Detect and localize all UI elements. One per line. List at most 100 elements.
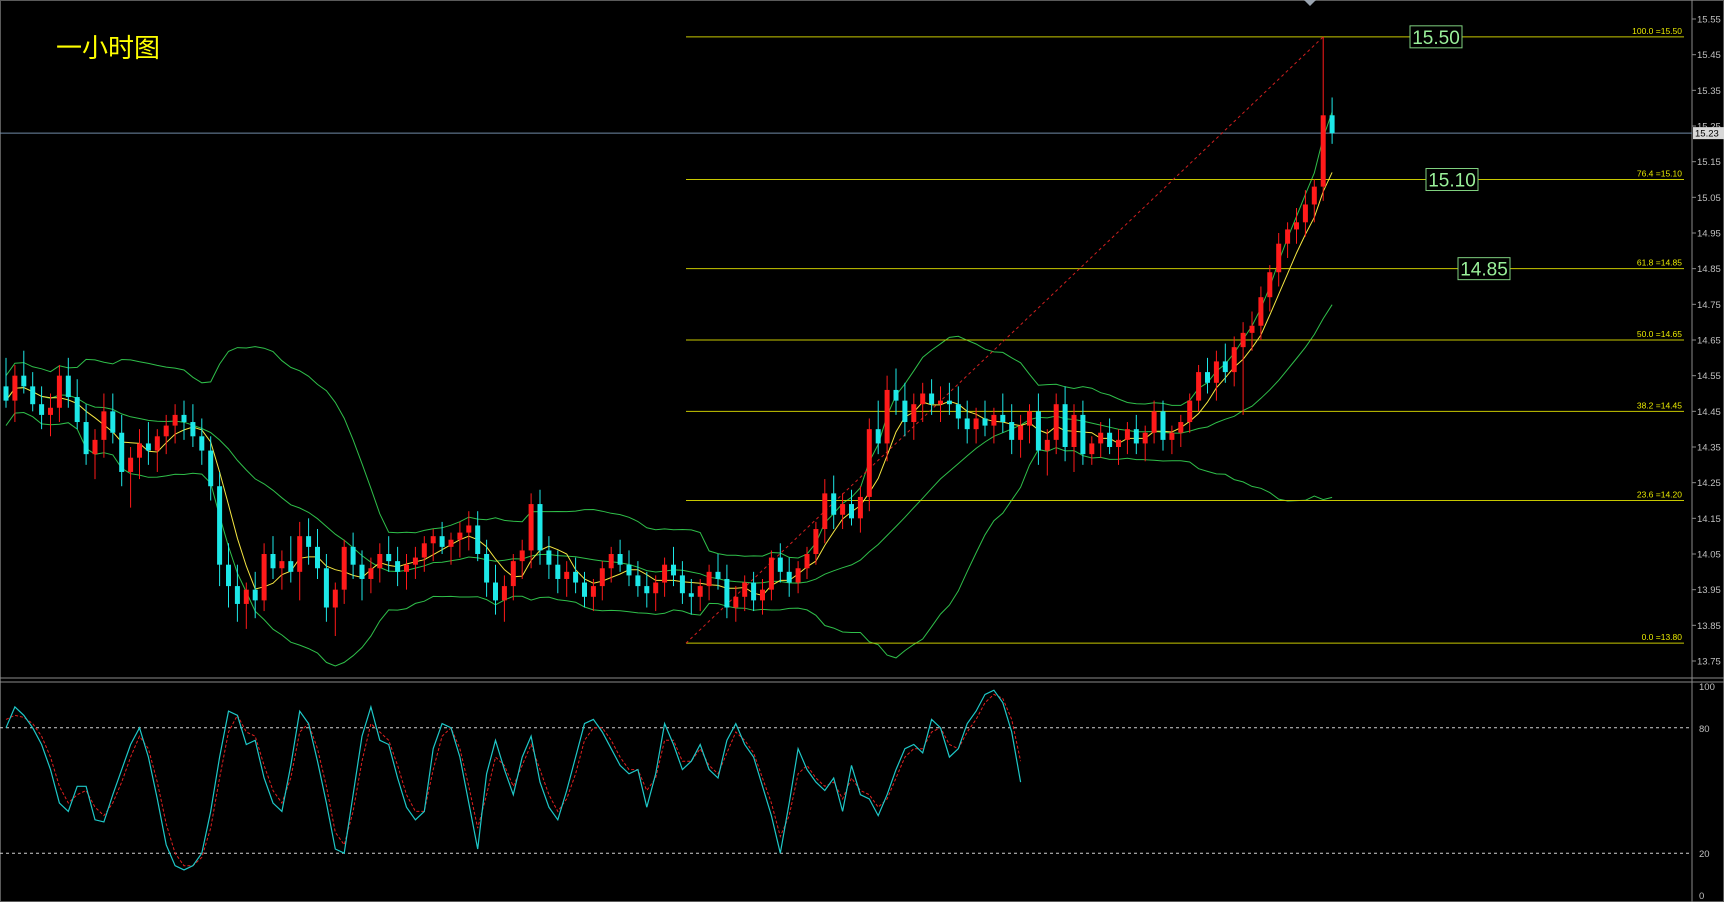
candle-body: [1196, 372, 1202, 401]
candle-body: [679, 575, 685, 594]
candle-body: [1187, 400, 1193, 423]
candle: [1187, 393, 1193, 433]
candle-body: [1258, 297, 1264, 326]
candle: [145, 422, 151, 465]
candle-body: [528, 504, 534, 551]
candle: [590, 578, 596, 612]
candle: [973, 407, 979, 444]
candle-body: [1027, 411, 1032, 426]
candle: [946, 382, 952, 415]
candle-body: [1009, 422, 1015, 440]
candle: [39, 386, 45, 430]
candle: [1009, 404, 1015, 455]
candle-body: [662, 564, 668, 583]
candle-body: [519, 550, 525, 562]
candle-body: [1240, 332, 1246, 348]
candle: [644, 571, 650, 608]
candle: [786, 557, 792, 597]
candle-body: [386, 554, 392, 562]
scroll-marker: [1304, 0, 1316, 6]
candle-body: [804, 554, 810, 569]
y-tick-label: 13.75: [1697, 657, 1721, 668]
candle-body: [1044, 439, 1050, 451]
candle: [1116, 429, 1121, 465]
key-level-badge: [1457, 257, 1511, 281]
candle: [1285, 222, 1291, 258]
candle: [1311, 179, 1317, 223]
candle: [635, 561, 641, 597]
candle-body: [199, 436, 205, 451]
candle: [448, 532, 454, 565]
candle: [288, 536, 294, 583]
candle: [955, 386, 961, 430]
moving-average-line: [5, 172, 1333, 596]
bollinger-upper: [5, 111, 1333, 559]
candle-body: [795, 568, 801, 583]
candle: [1222, 343, 1228, 383]
candle-body: [1098, 432, 1104, 444]
candle-body: [65, 375, 71, 398]
candle: [110, 393, 116, 444]
candle: [270, 536, 276, 579]
fib-level-label: 0.0 =13.80: [1642, 632, 1683, 642]
candle: [777, 543, 783, 583]
candle-body: [599, 568, 605, 587]
candle: [929, 379, 935, 415]
candle-body: [617, 554, 623, 565]
candle: [493, 564, 498, 615]
fib-level-label: 61.8 =14.85: [1637, 258, 1682, 268]
candle: [377, 543, 383, 583]
candle-body: [875, 429, 881, 444]
candle: [1000, 393, 1006, 433]
candle-body: [163, 425, 169, 437]
candle-body: [501, 586, 507, 601]
candle-body: [688, 593, 694, 597]
candle-body: [929, 393, 935, 405]
candle: [484, 539, 490, 597]
candle-body: [697, 586, 703, 597]
candle: [768, 550, 774, 601]
candle: [341, 539, 347, 604]
candle-body: [439, 536, 445, 547]
candle: [831, 475, 837, 530]
candle: [546, 536, 552, 579]
candle: [1044, 429, 1050, 476]
candle: [1071, 404, 1077, 472]
candle-body: [813, 529, 819, 554]
candle: [751, 571, 757, 612]
candle: [101, 393, 107, 458]
candle-body: [395, 561, 401, 572]
candle: [12, 364, 18, 423]
candle: [181, 400, 187, 440]
candle: [412, 546, 418, 579]
candle-body: [350, 546, 356, 565]
y-tick-label: 14.05: [1697, 550, 1721, 561]
candle: [475, 511, 481, 562]
candle: [226, 543, 231, 608]
candle: [564, 561, 570, 597]
candle: [1080, 400, 1086, 465]
candle-body: [145, 443, 151, 451]
candle: [1249, 311, 1255, 351]
candle: [368, 557, 374, 594]
candle: [1053, 393, 1059, 455]
candle-body: [421, 543, 427, 558]
candle-body: [217, 486, 223, 565]
candle-body: [626, 564, 632, 576]
stoch-k-line: [5, 689, 1022, 871]
candle: [964, 400, 970, 444]
candle-body: [706, 571, 712, 587]
candle: [501, 575, 507, 622]
candle-body: [1018, 425, 1024, 440]
candle: [208, 436, 214, 501]
candle: [217, 471, 223, 587]
candle-body: [12, 375, 18, 401]
candle: [1107, 418, 1113, 455]
candle: [1329, 97, 1335, 144]
candle: [573, 557, 579, 594]
candle-body: [653, 582, 659, 594]
candle-body: [1142, 432, 1148, 444]
candle: [653, 575, 659, 612]
candle-body: [866, 429, 872, 497]
